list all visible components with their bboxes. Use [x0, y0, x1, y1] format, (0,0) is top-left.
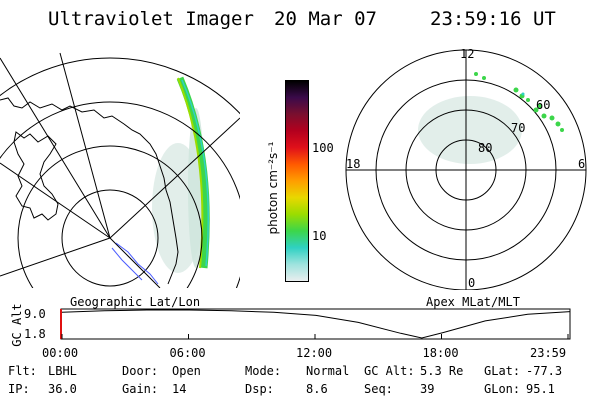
info-value: 39 [420, 382, 435, 396]
altitude-xtick-label: 00:00 [42, 346, 79, 360]
altitude-ymax: 9.0 [24, 307, 46, 321]
meridian-line [59, 52, 111, 239]
info-value: 36.0 [48, 382, 77, 396]
altitude-ylabel: GC Alt [10, 303, 24, 347]
info-value: LBHL [48, 364, 77, 378]
mlt-label-18: 18 [346, 157, 361, 171]
mlt-label-6: 6 [578, 157, 586, 171]
info-value: -77.3 [526, 364, 563, 378]
altitude-plot [60, 308, 571, 340]
mlat-label-60: 60 [536, 98, 551, 112]
meridian-line [0, 57, 111, 239]
aurora-point-edge [521, 92, 525, 96]
latitude-ring [0, 57, 240, 115]
mlat-label-70: 70 [511, 121, 526, 135]
meridian-line [109, 237, 161, 288]
info-value: 5.3 Re [420, 364, 464, 378]
header-date: 20 Mar 07 [274, 8, 377, 30]
colorbar-tick-10: 10 [312, 229, 327, 243]
info-label: Mode: [245, 364, 282, 378]
info-label: Flt: [8, 364, 37, 378]
info-value: 8.6 [306, 382, 328, 396]
altitude-curve [61, 309, 571, 339]
info-value: 95.1 [526, 382, 555, 396]
instrument-title: Ultraviolet Imager [48, 8, 254, 30]
info-label: Gain: [122, 382, 159, 396]
meridian-line [0, 162, 111, 239]
latitude-ring [0, 101, 240, 288]
info-label: GLat: [484, 364, 521, 378]
polar-plot [345, 49, 587, 290]
colorbar-tick-100: 100 [312, 141, 334, 155]
info-value: Open [172, 364, 201, 378]
aurora-arc-outer [181, 79, 210, 267]
polar-panel-caption: Apex MLat/MLT [426, 295, 520, 309]
altitude-xtick-label: 18:00 [422, 346, 459, 360]
aurora-haze [418, 96, 522, 164]
info-value: 14 [172, 382, 187, 396]
latitude-ring [61, 189, 159, 287]
colorbar-unit-label: photon cm⁻²s⁻¹ [266, 141, 280, 235]
header-time: 23:59:16 UT [430, 8, 556, 30]
info-label: Dsp: [245, 382, 274, 396]
aurora-points [474, 72, 564, 132]
info-label: Seq: [364, 382, 393, 396]
ground-track [115, 242, 159, 285]
altitude-xtick-label: 23:59 [530, 346, 567, 360]
info-label: IP: [8, 382, 30, 396]
info-label: Door: [122, 364, 159, 378]
aurora-arc [176, 76, 210, 269]
meridian-line [109, 117, 240, 239]
mlat-label-80: 80 [478, 141, 493, 155]
coastline-inner [13, 131, 59, 221]
latitude-ring [17, 145, 203, 288]
altitude-xtick-label: 12:00 [296, 346, 333, 360]
info-value: Normal [306, 364, 350, 378]
altitude-xtick-label: 06:00 [169, 346, 206, 360]
geo-panel-caption: Geographic Lat/Lon [70, 295, 201, 309]
mlt-label-0: 0 [468, 276, 476, 290]
mlt-label-12: 12 [460, 47, 475, 61]
info-label: GC Alt: [364, 364, 415, 378]
ground-track [111, 247, 143, 281]
altitude-ymin: 1.8 [24, 327, 46, 341]
meridian-line [0, 237, 111, 277]
info-label: GLon: [484, 382, 521, 396]
coastline [0, 97, 179, 285]
colorbar [285, 80, 309, 282]
geographic-map [0, 52, 240, 288]
